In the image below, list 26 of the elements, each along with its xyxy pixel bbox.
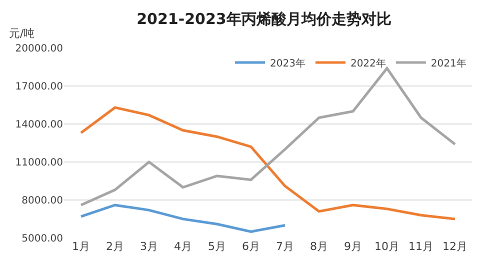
y-tick-label: 17000.00 [15, 82, 63, 92]
y-tick-label: 8000.00 [22, 196, 63, 206]
line-series [80, 204, 286, 233]
y-tick-label: 20000.00 [15, 44, 63, 54]
x-tick-label: 2月 [106, 240, 124, 253]
chart-title: 2021-2023年丙烯酸月均价走势对比 [136, 10, 392, 28]
x-tick-label: 6月 [242, 240, 260, 253]
y-tick-label: 11000.00 [15, 158, 63, 168]
y-axis-title: 元/吨 [9, 27, 35, 40]
x-tick-label: 3月 [140, 240, 158, 253]
x-tick-label: 1月 [72, 240, 90, 253]
x-tick-label: 5月 [208, 240, 226, 253]
line-series [80, 66, 456, 206]
y-tick-label: 5000.00 [22, 234, 63, 244]
x-tick-label: 8月 [310, 240, 328, 253]
x-tick-label: 12月 [442, 240, 468, 253]
legend-label: 2021年 [430, 57, 466, 70]
legend-label: 2023年 [270, 57, 306, 70]
legend-label: 2022年 [350, 57, 386, 70]
y-tick-label: 14000.00 [15, 120, 63, 130]
x-tick-label: 10月 [374, 240, 400, 253]
x-tick-label: 9月 [344, 240, 362, 253]
line-series [80, 106, 456, 220]
x-tick-label: 7月 [276, 240, 294, 253]
x-tick-label: 11月 [408, 240, 434, 253]
x-tick-label: 4月 [174, 240, 192, 253]
